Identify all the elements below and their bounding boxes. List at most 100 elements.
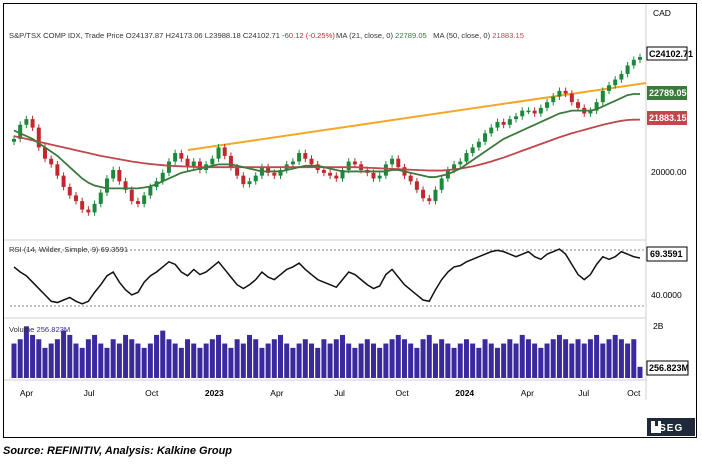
candle-body [483, 133, 488, 142]
candle-body [532, 110, 537, 114]
volume-bar [439, 339, 445, 378]
volume-bar [333, 339, 339, 378]
candle-body [266, 167, 271, 173]
volume-bar [612, 334, 618, 378]
volume-bar [538, 347, 544, 378]
rsi-value-box [646, 246, 688, 262]
candle-body [607, 85, 612, 91]
rsi-legend-label: RSI (14, Wilder, Simple, 9) [9, 245, 99, 254]
candle-body [489, 127, 494, 134]
volume-bar [395, 334, 401, 378]
volume-bar [600, 343, 606, 378]
volume-bar [401, 339, 407, 378]
volume-bar [327, 343, 333, 378]
rsi-value-label: 69.3591 [650, 249, 683, 259]
volume-bar [42, 347, 48, 378]
volume-bar [631, 339, 637, 378]
candle-body [346, 161, 351, 170]
candle-body [228, 155, 233, 168]
candle-body [92, 203, 97, 213]
candle-body [638, 56, 642, 60]
volume-bar [321, 339, 327, 378]
candle-body [458, 161, 463, 165]
volume-bar [11, 343, 17, 378]
volume-bar [79, 347, 85, 378]
candle-body [290, 161, 295, 165]
volume-bar [544, 343, 550, 378]
candle-body [625, 65, 630, 74]
volume-bar [377, 347, 383, 378]
volume-bar [67, 334, 73, 378]
brand-logo-icon [651, 421, 661, 433]
volume-bar [290, 347, 296, 378]
candle-body [470, 147, 475, 154]
candle-body [179, 153, 184, 159]
candle-body [371, 172, 376, 179]
volume-bar [451, 347, 457, 378]
volume-bar [228, 347, 234, 378]
symbol-label: S&P/TSX COMP IDX, Trade Price [9, 31, 124, 40]
volume-bar [222, 343, 228, 378]
close-price-label: C24102.71 [649, 49, 693, 59]
high-value: H24173.06 [165, 31, 203, 40]
volume-bar [532, 343, 538, 378]
candle-body [576, 102, 581, 108]
brand-name: LSEG [652, 423, 684, 434]
volume-value-box [646, 360, 689, 376]
volume-bar [178, 347, 184, 378]
candle-body [73, 195, 78, 202]
volume-bar [488, 343, 494, 378]
x-axis-tick-label: Apr [270, 388, 283, 398]
candle-body [452, 164, 457, 170]
volume-bar [85, 339, 91, 378]
volume-legend-value: 256.823M [36, 325, 71, 334]
close-price-box [646, 46, 688, 61]
candle-body [514, 116, 519, 120]
candle-body [421, 189, 426, 199]
candle-body [142, 195, 147, 204]
candle-body [563, 90, 568, 94]
candle-body [86, 209, 91, 213]
candle-body [104, 178, 109, 193]
candle-body [439, 178, 444, 190]
candle-body [80, 201, 85, 210]
ma21-line [13, 93, 640, 190]
rsi-legend: RSI (14, Wilder, Simple, 9) 69.3591 [9, 245, 128, 254]
ma-legend: MA (21, close, 0) 22789.05 MA (50, close… [336, 31, 524, 40]
volume-bar [203, 343, 209, 378]
candle-body [24, 119, 29, 125]
x-axis-tick-label: Apr [521, 388, 534, 398]
rsi-line [13, 248, 641, 305]
volume-bar [104, 347, 110, 378]
volume-bar [637, 366, 643, 378]
volume-bar [606, 339, 612, 378]
volume-bar [98, 343, 104, 378]
volume-bar [259, 347, 265, 378]
volume-bar [625, 343, 631, 378]
volume-bar [185, 339, 191, 378]
candle-body [390, 158, 395, 165]
candle-body [352, 161, 357, 165]
volume-bar [550, 339, 556, 378]
volume-bar [346, 343, 352, 378]
volume-bar [389, 339, 395, 378]
volume-bar [618, 339, 624, 378]
candle-body [30, 119, 35, 128]
x-axis-tick-label: 2024 [455, 388, 474, 398]
volume-bar [370, 343, 376, 378]
volume-bar [197, 347, 203, 378]
candle-body [545, 102, 550, 108]
volume-bar [278, 334, 284, 378]
x-axis-tick-label: Jul [84, 388, 95, 398]
x-axis-tick-label: Oct [396, 388, 410, 398]
volume-bar [352, 347, 358, 378]
candle-body [36, 127, 41, 148]
candle-body [340, 170, 345, 179]
volume-legend: Volume 256.823M [9, 325, 70, 334]
candle-body [507, 119, 512, 125]
x-axis-tick-label: Oct [627, 388, 641, 398]
ma21-legend-value: 22789.05 [395, 31, 427, 40]
candle-body [148, 186, 153, 196]
candle-body [569, 93, 574, 103]
resistance-trendline [187, 82, 647, 151]
